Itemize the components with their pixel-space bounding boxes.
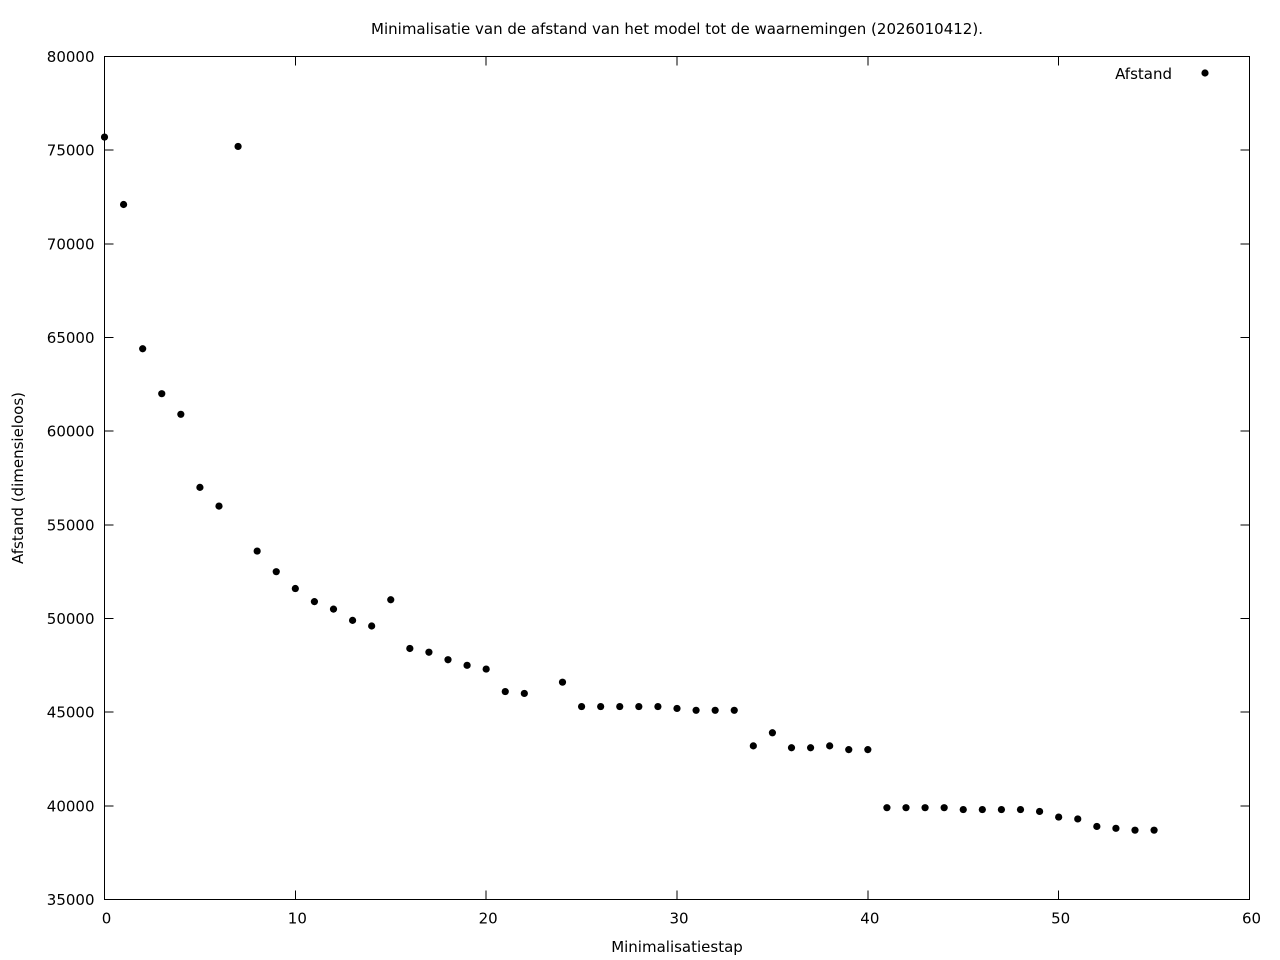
data-point [864, 746, 872, 754]
data-point [692, 706, 700, 714]
data-point [291, 584, 299, 593]
data-point [1035, 807, 1044, 816]
x-tick-label: 60 [1242, 910, 1261, 928]
data-point [158, 390, 166, 398]
data-point [119, 200, 128, 209]
data-point [883, 804, 891, 812]
data-point [1016, 805, 1025, 814]
legend: Afstand [1115, 65, 1209, 83]
data-point [635, 702, 643, 711]
data-point [520, 689, 528, 698]
y-tick-label: 40000 [47, 797, 95, 815]
data-point [272, 568, 280, 576]
y-tick-label: 50000 [47, 610, 95, 628]
data-point [997, 805, 1006, 814]
legend-label: Afstand [1115, 65, 1172, 83]
data-point [329, 605, 338, 613]
data-point [730, 706, 738, 714]
legend-marker [1201, 69, 1209, 77]
data-point [215, 502, 223, 510]
data-point [368, 622, 376, 630]
data-point [425, 648, 433, 656]
data-point [463, 661, 471, 669]
data-point [597, 702, 605, 711]
y-tick-label: 65000 [47, 329, 95, 347]
x-axis: 0 10 20 30 40 50 60 [102, 56, 1261, 928]
x-axis-label: Minimalisatiestap [611, 938, 743, 956]
data-point [616, 702, 624, 711]
chart-title: Minimalisatie van de afstand van het mod… [371, 20, 983, 38]
x-tick-label: 10 [288, 910, 307, 928]
data-point [310, 598, 319, 606]
y-tick-label: 70000 [47, 235, 95, 253]
data-point [1055, 813, 1063, 821]
y-tick-label: 80000 [47, 48, 95, 66]
data-point [234, 142, 242, 151]
data-point [959, 805, 967, 814]
data-point [100, 133, 109, 141]
data-point [1074, 815, 1082, 823]
data-point [711, 706, 719, 714]
data-point [406, 644, 414, 653]
x-tick-label: 30 [669, 910, 688, 928]
data-point [577, 702, 586, 711]
y-tick-label: 45000 [47, 704, 95, 722]
data-point [1112, 824, 1120, 832]
data-point [501, 687, 509, 696]
data-point [139, 345, 147, 353]
data-point [845, 746, 853, 754]
data-point [921, 804, 929, 812]
x-tick-label: 20 [479, 910, 498, 928]
data-point [806, 744, 815, 752]
y-axis-label: Afstand (dimensieloos) [9, 392, 27, 564]
data-point [1150, 826, 1158, 834]
data-point [196, 483, 204, 491]
data-point [444, 656, 452, 664]
y-tick-label: 35000 [47, 891, 95, 909]
data-point [1131, 826, 1139, 834]
x-tick-label: 40 [860, 910, 879, 928]
data-point [749, 742, 757, 750]
y-tick-label: 75000 [47, 142, 95, 160]
data-point [348, 616, 357, 624]
data-point [387, 596, 395, 604]
data-points [100, 133, 1158, 834]
data-point [482, 665, 490, 673]
data-point [558, 678, 567, 686]
y-tick-label: 55000 [47, 516, 95, 534]
data-point [940, 804, 948, 812]
data-point [902, 804, 910, 812]
data-point [978, 805, 986, 814]
data-point [768, 729, 777, 737]
x-tick-label: 50 [1051, 910, 1070, 928]
data-point [826, 742, 834, 750]
y-axis: 35000 40000 45000 50000 55000 60000 65000 70000… [47, 48, 1250, 909]
x-tick-label: 0 [102, 910, 112, 928]
data-point [253, 547, 261, 555]
data-point [673, 704, 681, 713]
data-point [654, 702, 662, 711]
data-point [787, 744, 796, 752]
y-tick-label: 60000 [47, 423, 95, 441]
data-point [177, 410, 185, 418]
data-point [1093, 822, 1101, 831]
plot-frame [104, 56, 1250, 900]
